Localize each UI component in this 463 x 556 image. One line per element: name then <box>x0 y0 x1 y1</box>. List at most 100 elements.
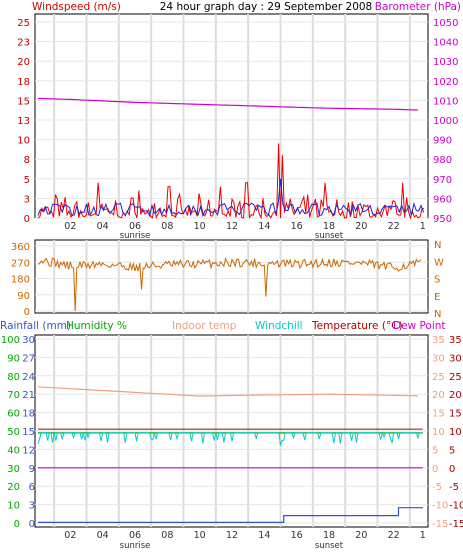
rain-tick-label: 21 <box>22 390 35 401</box>
windspeed-tick-label: 10 <box>17 136 30 147</box>
sunset-label: sunset <box>315 541 344 551</box>
humidity-tick-label: 20 <box>7 482 20 493</box>
indoor-temp-tick-label: 25 <box>432 372 445 383</box>
temperature-tick-label: 25 <box>449 372 462 383</box>
hour-tick-label: 20 <box>355 530 367 541</box>
indoor-temp-tick-label: 10 <box>432 427 445 438</box>
windspeed-tick-label: 13 <box>17 116 30 127</box>
compass-tick-label: N <box>434 309 441 320</box>
wind-grid <box>35 14 428 219</box>
barometer-tick-label: 1010 <box>433 96 458 107</box>
rain-tick-label: 24 <box>22 372 35 383</box>
barometer-tick-label: 1000 <box>433 116 458 127</box>
hour-tick-label: 16 <box>291 221 303 232</box>
temperature-tick-label: 5 <box>449 445 455 456</box>
windspeed-tick-label: 8 <box>24 155 30 166</box>
hour-tick-label: 1 <box>420 530 426 541</box>
hour-tick-label: 12 <box>226 221 238 232</box>
legend-entry: Humidity % <box>66 320 127 332</box>
compass-tick-label: W <box>434 257 444 268</box>
indoor-temp-tick-label: 0 <box>432 464 438 475</box>
hour-tick-label: 10 <box>194 530 206 541</box>
indoor-temp-tick-label: 20 <box>432 390 445 401</box>
direction-series <box>37 256 422 312</box>
barometer-tick-label: 1030 <box>433 57 458 68</box>
windspeed-tick-label: 23 <box>17 38 30 49</box>
barometer-tick-label: 1020 <box>433 77 458 88</box>
hour-tick-label: 12 <box>226 530 238 541</box>
humidity-tick-label: 50 <box>7 427 20 438</box>
barometer-tick-label: 970 <box>433 175 452 186</box>
windspeed-tick-label: 15 <box>17 96 30 107</box>
barometer-tick-label: 1050 <box>433 18 458 29</box>
barometer-tick-label: 1040 <box>433 38 458 49</box>
hour-tick-label: 16 <box>291 530 303 541</box>
hour-tick-label: 08 <box>161 221 173 232</box>
hour-tick-label: 02 <box>64 530 76 541</box>
indoor-temp-tick-label: -10 <box>432 501 448 512</box>
legend-entry: Rainfall (mm) <box>0 320 71 332</box>
direction-tick-label: 180 <box>11 275 30 286</box>
humidity-tick-label: 80 <box>7 372 20 383</box>
direction-tick-label: 360 <box>11 242 30 253</box>
windspeed-tick-label: 18 <box>17 77 30 88</box>
temperature-tick-label: 0 <box>449 464 455 475</box>
temperature-legend: Rainfall (mm)Humidity % Indoor temp Windch… <box>0 320 446 332</box>
indoor-temp-tick-label: -15 <box>432 519 448 530</box>
humidity-tick-label: 100 <box>1 335 20 346</box>
windspeed-tick-label: 25 <box>17 18 30 29</box>
legend-entry: Temperature (°C) <box>311 320 403 332</box>
direction-tick-label: 0 <box>24 307 30 318</box>
legend-entry: Dew Point <box>393 320 446 332</box>
legend-entry: Indoor temp <box>172 320 237 332</box>
hour-tick-label: 10 <box>194 221 206 232</box>
temperature-grid <box>35 335 428 527</box>
rain-tick-label: 15 <box>22 427 35 438</box>
rain-tick-label: 30 <box>22 335 35 346</box>
humidity-tick-label: 0 <box>14 519 20 530</box>
hour-tick-label: 1 <box>420 221 426 232</box>
indoor-temp-tick-label: 15 <box>432 409 445 420</box>
temperature-tick-label: 35 <box>449 335 462 346</box>
windchill-series <box>37 431 422 446</box>
rain-tick-label: 6 <box>29 482 35 493</box>
rain-tick-label: 9 <box>29 464 35 475</box>
indoor-temp-tick-label: 5 <box>432 445 438 456</box>
indoor-temp-tick-label: -5 <box>432 482 442 493</box>
indoor-temp-tick-label: 35 <box>432 335 445 346</box>
hour-tick-label: 14 <box>258 221 270 232</box>
hour-tick-label: 02 <box>64 221 76 232</box>
hour-tick-label: 04 <box>97 530 109 541</box>
barometer-axis-title: Barometer (hPa) <box>375 1 461 13</box>
barometer-tick-label: 950 <box>433 214 452 225</box>
hour-tick-label: 04 <box>97 221 109 232</box>
direction-left-axis: 360 270 180 90 0 <box>11 242 30 318</box>
direction-tick-label: 90 <box>17 291 30 302</box>
wind-left-axis: 25 23 20 18 15 13 10 8 5 3 0 <box>17 18 30 225</box>
windspeed-tick-label: 3 <box>24 194 30 205</box>
compass-tick-label: S <box>434 275 440 286</box>
temperature-tick-label: -5 <box>449 482 459 493</box>
windspeed-axis-title: Windspeed (m/s) <box>32 1 121 13</box>
temperature-x-axis: 02 04 06 08 10 12 14 16 18 20 22 1 sunrise sunset <box>64 530 426 551</box>
hour-tick-label: 18 <box>323 530 335 541</box>
humidity-tick-label: 10 <box>7 501 20 512</box>
humidity-tick-label: 40 <box>7 445 20 456</box>
barometer-tick-label: 980 <box>433 155 452 166</box>
temperature-tick-label: -10 <box>449 501 463 512</box>
hour-tick-label: 22 <box>388 530 400 541</box>
humidity-tick-label: 70 <box>7 390 20 401</box>
compass-tick-label: E <box>434 292 440 303</box>
legend-entry: Windchill <box>255 320 303 332</box>
windspeed-tick-label: 5 <box>24 175 30 186</box>
temperature-tick-label: -15 <box>449 519 463 530</box>
wind-plot-frame <box>34 13 429 219</box>
temperature-data <box>37 386 423 523</box>
hour-tick-label: 20 <box>355 221 367 232</box>
barometer-tick-label: 960 <box>433 194 452 205</box>
hour-tick-label: 06 <box>129 530 141 541</box>
wind-x-axis: 02 04 06 08 10 12 14 16 18 20 22 1 sunrise sunset <box>64 221 426 241</box>
hour-tick-label: 14 <box>258 530 270 541</box>
